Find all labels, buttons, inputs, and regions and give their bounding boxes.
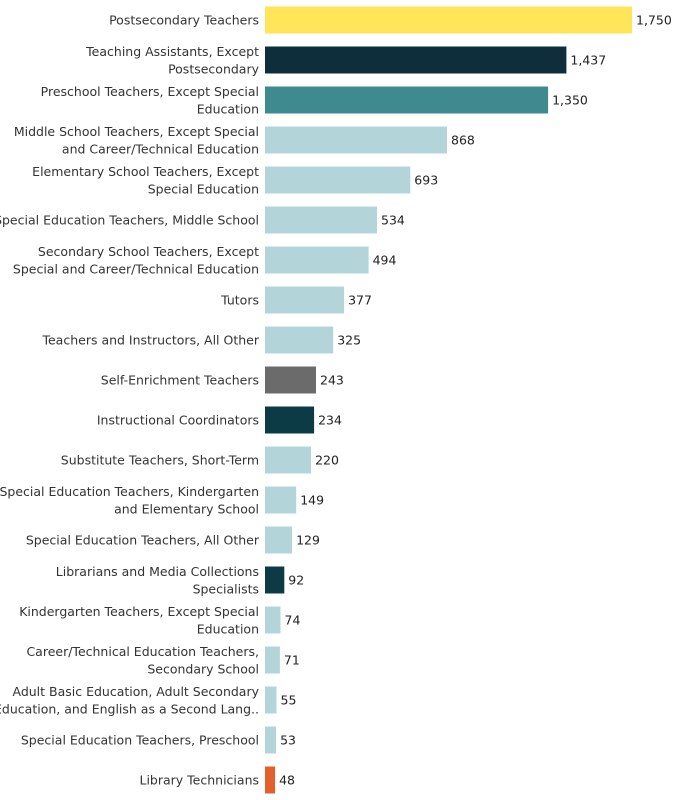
bar-5 — [265, 206, 377, 234]
value-label-11: 220 — [315, 453, 339, 468]
category-label-10: Instructional Coordinators — [97, 413, 259, 428]
value-label-10: 234 — [318, 413, 342, 428]
value-label-8: 325 — [337, 333, 361, 348]
value-label-4: 693 — [414, 173, 438, 188]
value-label-12: 149 — [300, 493, 324, 508]
bar-10 — [265, 406, 315, 434]
value-label-2: 1,350 — [552, 93, 588, 108]
category-label-3: Middle School Teachers, Except Special an… — [14, 124, 259, 157]
value-label-15: 74 — [285, 613, 301, 628]
value-label-13: 129 — [296, 533, 320, 548]
value-label-5: 534 — [381, 213, 405, 228]
category-label-7: Tutors — [220, 293, 259, 308]
value-label-19: 48 — [279, 773, 295, 788]
category-label-4: Elementary School Teachers, Except Specia… — [32, 164, 259, 197]
category-label-15: Kindergarten Teachers, Except Special Edu… — [19, 604, 259, 637]
category-label-0: Postsecondary Teachers — [109, 13, 259, 28]
category-label-12: Special Education Teachers, Kindergarten… — [0, 484, 259, 517]
category-label-2: Preschool Teachers, Except Special Educat… — [41, 84, 259, 117]
value-label-1: 1,437 — [570, 53, 606, 68]
bar-3 — [265, 126, 447, 154]
category-label-14: Librarians and Media Collections Speciali… — [56, 564, 259, 597]
category-label-6: Secondary School Teachers, Except Special… — [13, 244, 259, 276]
bar-13 — [265, 526, 293, 554]
bar-9 — [265, 366, 316, 394]
bar-11 — [265, 446, 312, 474]
value-label-9: 243 — [320, 373, 344, 388]
category-label-17: Adult Basic Education, Adult Secondary Ed… — [0, 684, 260, 717]
bar-7 — [265, 286, 345, 314]
value-label-7: 377 — [348, 293, 372, 308]
bar-4 — [265, 166, 411, 194]
bar-16 — [265, 646, 280, 674]
value-label-14: 92 — [288, 573, 304, 588]
value-label-0: 1,750 — [636, 13, 672, 28]
bar-2 — [265, 86, 549, 114]
value-label-17: 55 — [281, 693, 297, 708]
category-label-11: Substitute Teachers, Short-Term — [61, 453, 259, 468]
category-label-8: Teachers and Instructors, All Other — [41, 333, 259, 348]
category-label-18: Special Education Teachers, Preschool — [21, 733, 259, 748]
category-label-1: Teaching Assistants, Except Postsecondary — [85, 44, 259, 77]
value-label-6: 494 — [373, 253, 397, 268]
bar-0 — [265, 6, 632, 34]
bar-12 — [265, 486, 297, 514]
bar-19 — [265, 766, 276, 794]
category-label-16: Career/Technical Education Teachers, Seco… — [26, 644, 259, 677]
value-label-18: 53 — [280, 733, 296, 748]
bar-15 — [265, 606, 281, 634]
bar-18 — [265, 726, 277, 754]
value-label-3: 868 — [451, 133, 475, 148]
category-label-19: Library Technicians — [139, 773, 259, 788]
bar-1 — [265, 46, 567, 74]
value-label-16: 71 — [284, 653, 300, 668]
bar-8 — [265, 326, 334, 354]
bar-17 — [265, 686, 277, 714]
bar-14 — [265, 566, 285, 594]
category-label-9: Self-Enrichment Teachers — [101, 373, 259, 388]
category-label-5: Special Education Teachers, Middle Schoo… — [0, 213, 259, 228]
category-label-13: Special Education Teachers, All Other — [26, 533, 260, 548]
bar-6 — [265, 246, 369, 274]
